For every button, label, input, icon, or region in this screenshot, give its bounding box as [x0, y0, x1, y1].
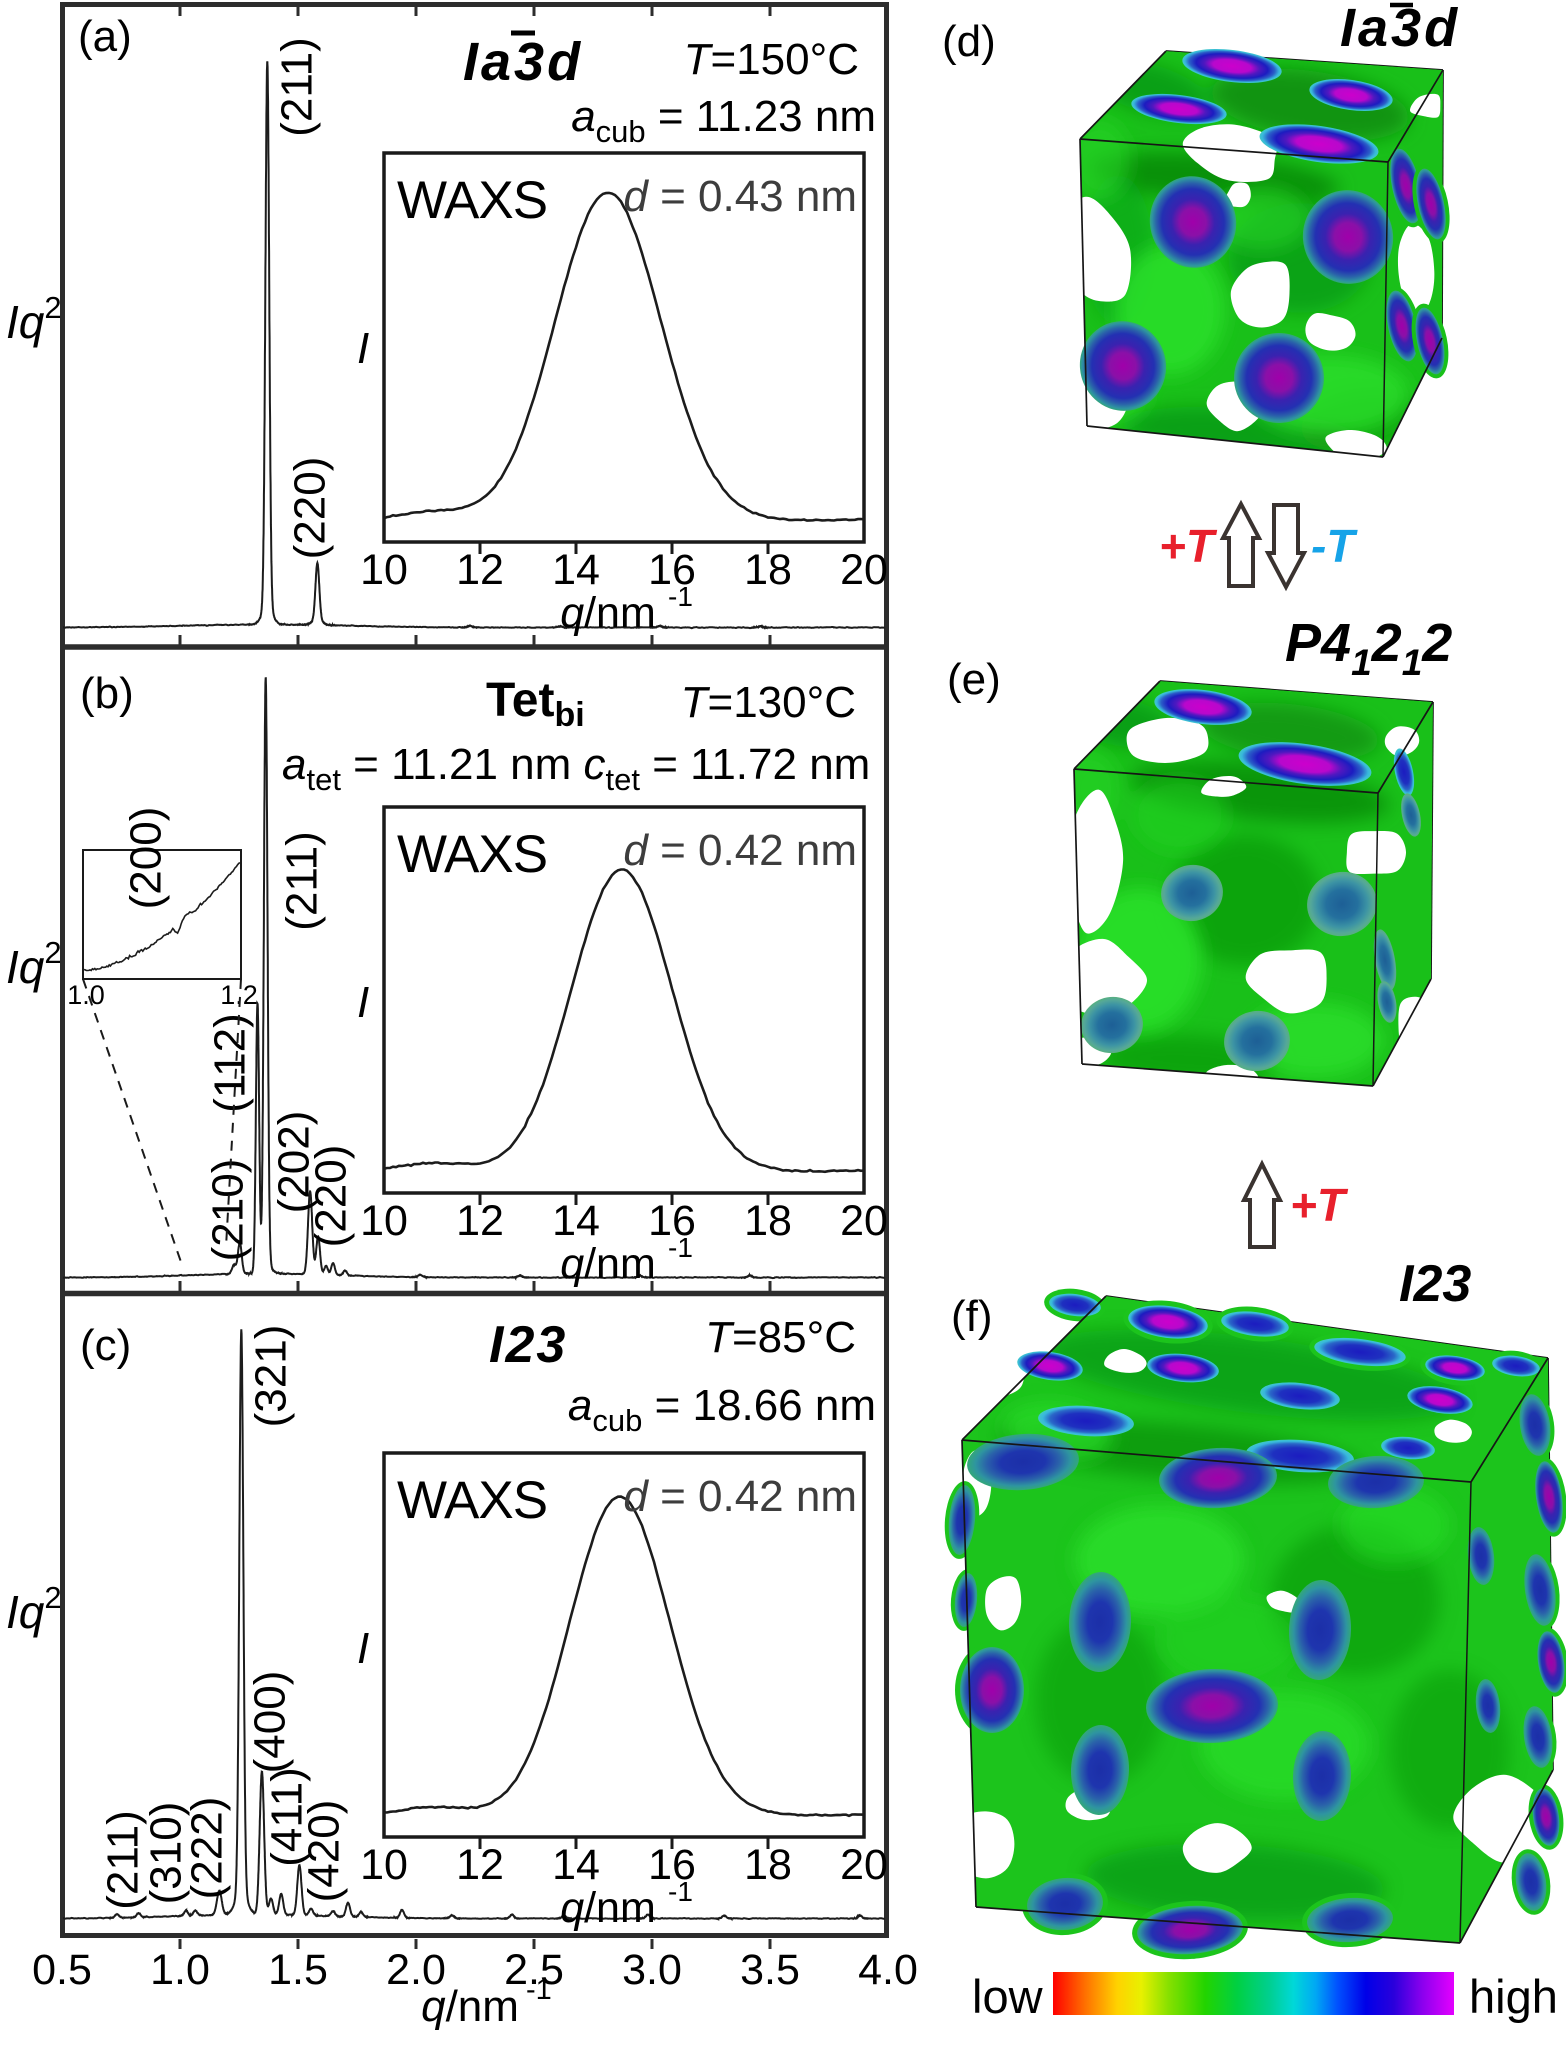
svg-text:acub = 18.66 nm: acub = 18.66 nm [568, 1381, 876, 1438]
svg-text:3.5: 3.5 [740, 1946, 800, 1994]
svg-text:(112): (112) [206, 1013, 255, 1112]
svg-text:-1: -1 [668, 1232, 693, 1263]
svg-text:(e): (e) [947, 655, 1001, 704]
svg-text:q/nm: q/nm [560, 589, 656, 637]
svg-text:(200): (200) [122, 807, 171, 910]
svg-text:Tetbi: Tetbi [486, 674, 585, 734]
svg-text:Iq2: Iq2 [6, 935, 62, 993]
svg-text:acub = 11.23 nm: acub = 11.23 nm [571, 92, 876, 149]
svg-text:0.5: 0.5 [32, 1946, 92, 1994]
svg-text:1.0: 1.0 [67, 980, 105, 1010]
svg-text:14: 14 [552, 1841, 600, 1889]
svg-text:I23: I23 [1399, 1255, 1471, 1313]
svg-text:-1: -1 [668, 581, 693, 612]
svg-text:14: 14 [552, 1197, 600, 1245]
svg-text:(a): (a) [78, 12, 132, 61]
svg-text:16: 16 [648, 1841, 696, 1889]
svg-text:(211): (211) [278, 831, 327, 930]
svg-text:12: 12 [456, 546, 504, 594]
svg-text:18: 18 [744, 546, 792, 594]
svg-text:high: high [1469, 1970, 1558, 2023]
svg-text:18: 18 [744, 1841, 792, 1889]
svg-text:d = 0.43 nm: d = 0.43 nm [623, 172, 857, 221]
svg-text:Iq2: Iq2 [6, 290, 62, 348]
svg-text:1.0: 1.0 [150, 1946, 210, 1994]
svg-text:-T: -T [1311, 520, 1358, 572]
svg-text:q/nm: q/nm [560, 1240, 656, 1288]
svg-text:d = 0.42 nm: d = 0.42 nm [623, 826, 857, 875]
svg-text:-1: -1 [526, 1974, 552, 2006]
svg-text:atet = 11.21 nm ctet = 11.72: atet = 11.21 nm ctet = 11.72 nm [282, 740, 870, 797]
svg-text:(f): (f) [951, 1292, 993, 1341]
svg-text:q/nm: q/nm [421, 1982, 519, 2031]
svg-text:(b): (b) [80, 669, 134, 718]
svg-text:(420): (420) [300, 1800, 349, 1903]
svg-text:10: 10 [360, 1197, 408, 1245]
svg-text:I23: I23 [489, 1316, 567, 1374]
svg-text:(220): (220) [286, 457, 335, 560]
svg-text:(411): (411) [263, 1767, 312, 1866]
svg-text:(211): (211) [273, 37, 322, 136]
svg-text:T=130°C: T=130°C [681, 678, 856, 727]
svg-text:Ia3d: Ia3d [1340, 0, 1460, 58]
svg-text:4.0: 4.0 [858, 1946, 918, 1994]
svg-text:(202): (202) [270, 1111, 319, 1214]
svg-text:(310): (310) [142, 1802, 191, 1905]
svg-text:d = 0.42 nm: d = 0.42 nm [623, 1472, 857, 1521]
svg-text:WAXS: WAXS [397, 1471, 547, 1530]
svg-text:Ia3d: Ia3d [463, 32, 583, 92]
svg-text:(c): (c) [80, 1321, 131, 1370]
svg-text:20: 20 [840, 1197, 888, 1245]
svg-text:(220): (220) [307, 1145, 356, 1248]
svg-text:(321): (321) [247, 1325, 296, 1428]
svg-text:T=85°C: T=85°C [705, 1313, 856, 1362]
svg-text:10: 10 [360, 1841, 408, 1889]
svg-text:I: I [357, 978, 369, 1027]
svg-text:-1: -1 [668, 1876, 693, 1907]
svg-text:Iq2: Iq2 [6, 1580, 62, 1638]
svg-text:20: 20 [840, 546, 888, 594]
svg-text:12: 12 [456, 1197, 504, 1245]
svg-text:10: 10 [360, 546, 408, 594]
svg-text:18: 18 [744, 1197, 792, 1245]
svg-text:14: 14 [552, 546, 600, 594]
svg-text:(211): (211) [99, 1810, 148, 1909]
svg-text:16: 16 [648, 1197, 696, 1245]
svg-text:+T: +T [1290, 1179, 1349, 1231]
svg-text:WAXS: WAXS [397, 171, 547, 230]
svg-text:I: I [357, 324, 369, 373]
svg-text:16: 16 [648, 546, 696, 594]
svg-text:T=150°C: T=150°C [684, 35, 859, 84]
svg-text:(400): (400) [246, 1671, 295, 1774]
svg-text:I: I [357, 1624, 369, 1673]
svg-text:q/nm: q/nm [560, 1884, 656, 1932]
svg-text:2.5: 2.5 [504, 1946, 564, 1994]
svg-text:(d): (d) [942, 17, 996, 66]
svg-text:(222): (222) [183, 1797, 232, 1900]
svg-text:(210): (210) [204, 1159, 253, 1262]
svg-text:+T: +T [1159, 520, 1218, 572]
svg-text:low: low [972, 1970, 1044, 2023]
svg-text:3.0: 3.0 [622, 1946, 682, 1994]
svg-text:WAXS: WAXS [397, 825, 547, 884]
svg-text:2.0: 2.0 [386, 1946, 446, 1994]
svg-text:1.5: 1.5 [268, 1946, 328, 1994]
svg-text:20: 20 [840, 1841, 888, 1889]
svg-text:12: 12 [456, 1841, 504, 1889]
